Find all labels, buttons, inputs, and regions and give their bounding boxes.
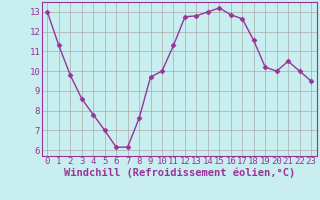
- X-axis label: Windchill (Refroidissement éolien,°C): Windchill (Refroidissement éolien,°C): [64, 168, 295, 178]
